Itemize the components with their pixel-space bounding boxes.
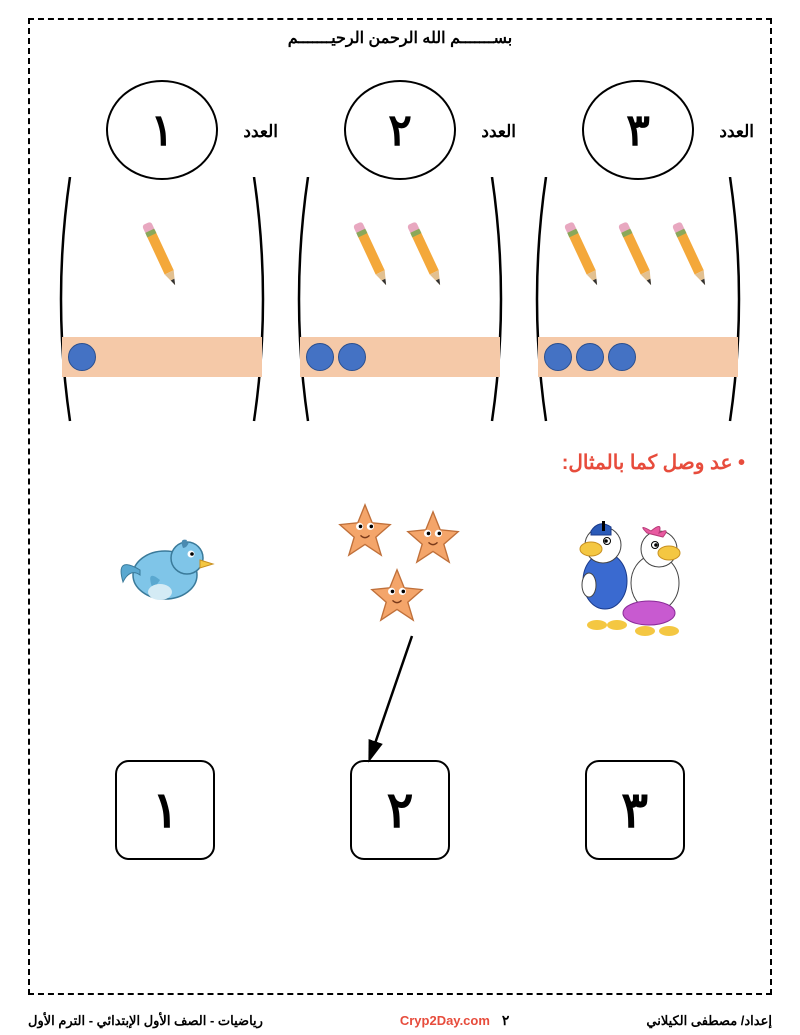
count-dot — [338, 343, 366, 371]
page-footer: إعداد/ مصطفى الكيلاني ٢ Cryp2Day.com ريا… — [28, 1012, 772, 1029]
pencil-group — [524, 212, 752, 302]
count-card-1: العدد ١ — [48, 72, 276, 412]
number-box-1: ١ — [115, 760, 215, 860]
example-arrow — [360, 632, 430, 772]
count-card-3: العدد ٣ — [524, 72, 752, 412]
number-box-3: ٣ — [585, 760, 685, 860]
count-dot — [68, 343, 96, 371]
dots-bar — [62, 337, 262, 377]
box-numeral: ١ — [152, 781, 179, 839]
count-dot — [306, 343, 334, 371]
number-box-2: ٢ — [350, 760, 450, 860]
footer-author: إعداد/ مصطفى الكيلاني — [646, 1013, 772, 1029]
starfish-group-icon — [315, 495, 485, 645]
pencil-icon — [667, 212, 717, 302]
numeral-text: ٣ — [626, 105, 650, 156]
match-section — [48, 490, 752, 650]
pencil-icon — [613, 212, 663, 302]
box-numeral: ٢ — [387, 781, 414, 839]
bird-icon — [105, 520, 225, 620]
pencil-icon — [348, 212, 398, 302]
numeral-text: ٢ — [388, 105, 412, 156]
footer-subject: رياضيات - الصف الأول الإبتدائي - الترم ا… — [28, 1013, 263, 1029]
counting-cards-row: العدد ١ العدد ٢ العدد ٣ — [48, 72, 752, 412]
card-label: العدد — [719, 122, 754, 142]
match-image-starfish — [315, 495, 485, 645]
footer-site: Cryp2Day.com — [400, 1013, 490, 1028]
numeral-text: ١ — [150, 105, 174, 156]
card-label: العدد — [481, 122, 516, 142]
match-image-ducks — [550, 495, 720, 645]
count-dot — [544, 343, 572, 371]
match-images-row — [48, 490, 752, 650]
count-dot — [576, 343, 604, 371]
box-numeral: ٣ — [621, 781, 648, 839]
duck-pair-icon — [555, 495, 715, 645]
card-label: العدد — [243, 122, 278, 142]
number-boxes-row: ١ ٢ ٣ — [48, 760, 752, 860]
numeral-oval: ٢ — [344, 80, 456, 180]
instruction-text: • عد وصل كما بالمثال: — [562, 450, 745, 475]
count-dot — [608, 343, 636, 371]
match-image-bird — [80, 495, 250, 645]
pencil-icon — [559, 212, 609, 302]
pencil-icon — [402, 212, 452, 302]
pencil-group — [48, 212, 276, 302]
page-number: ٢ — [502, 1012, 510, 1029]
numeral-oval: ٣ — [582, 80, 694, 180]
pencil-group — [286, 212, 514, 302]
count-card-2: العدد ٢ — [286, 72, 514, 412]
dots-bar — [300, 337, 500, 377]
header-bismillah: بســـــــم الله الرحمن الرحيـــــــم — [288, 28, 513, 48]
numeral-oval: ١ — [106, 80, 218, 180]
pencil-icon — [137, 212, 187, 302]
footer-center: ٢ Cryp2Day.com — [400, 1012, 510, 1029]
dots-bar — [538, 337, 738, 377]
